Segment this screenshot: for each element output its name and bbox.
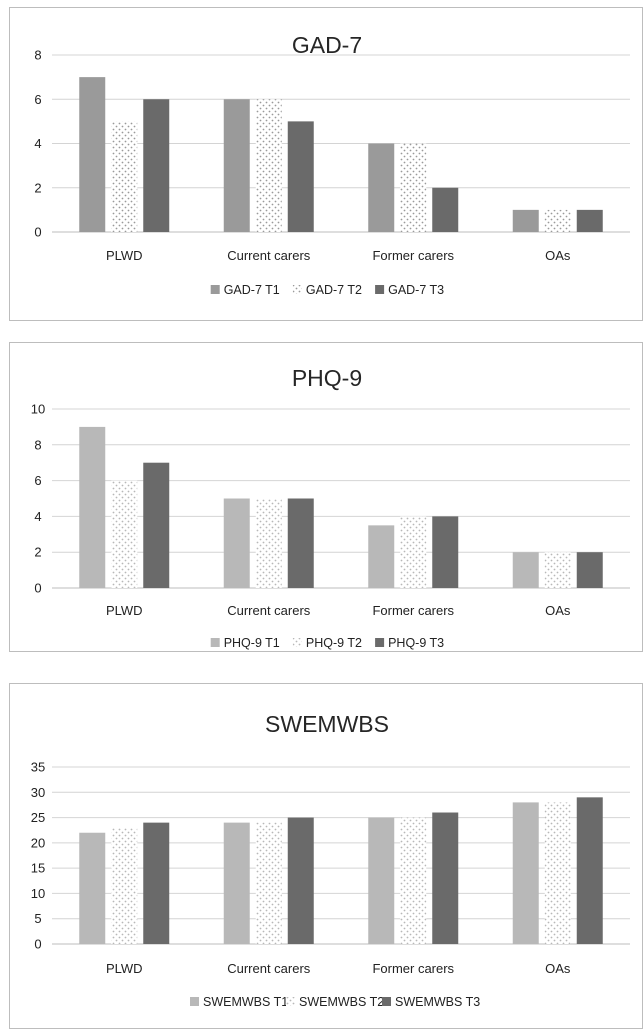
bar-3-0 <box>143 822 170 944</box>
y-tick-label: 10 <box>31 402 45 417</box>
y-tick-label: 2 <box>34 180 41 195</box>
gad7-chart: GAD-7 0 2 4 6 8 PLWD Current carers Former care… <box>34 32 630 297</box>
bar-3-0 <box>143 462 170 588</box>
legend-swatch <box>210 638 220 647</box>
legend-label: GAD-7 T1 <box>224 283 280 297</box>
bar-1-1 <box>223 822 250 944</box>
y-tick-label: 8 <box>34 48 41 63</box>
bar-2-2 <box>400 143 427 232</box>
bar-2-3 <box>544 209 571 232</box>
bar-3-3 <box>576 552 603 588</box>
legend-swatch <box>190 997 199 1006</box>
legend-swatch <box>292 285 302 294</box>
category-label: PLWD <box>106 603 143 618</box>
y-tick-label: 4 <box>34 509 41 524</box>
bar-2-0 <box>111 121 138 232</box>
y-tick-label: 30 <box>31 785 45 800</box>
category-label: PLWD <box>106 248 143 263</box>
y-tick-label: 6 <box>34 92 41 107</box>
legend-swatch <box>375 638 385 647</box>
category-label: OAs <box>545 961 571 976</box>
category-label: Former carers <box>372 961 454 976</box>
gad7-chart-panel: GAD-7 0 2 4 6 8 PLWD Current carers Former care… <box>9 7 643 321</box>
chart-title: SWEMWBS <box>265 711 389 737</box>
y-tick-label: 20 <box>31 835 45 850</box>
category-label: Current carers <box>227 961 311 976</box>
category-label: Current carers <box>227 248 311 263</box>
category-label: PLWD <box>106 961 143 976</box>
y-tick-label: 5 <box>34 911 41 926</box>
bar-1-0 <box>79 832 106 944</box>
bar-1-2 <box>368 143 395 232</box>
legend-swatch <box>286 997 295 1006</box>
bar-1-3 <box>512 552 539 588</box>
legend-label: SWEMWBS T1 <box>203 995 288 1009</box>
category-label: Former carers <box>372 603 454 618</box>
category-label: OAs <box>545 248 571 263</box>
bar-3-3 <box>576 797 603 944</box>
bar-3-2 <box>432 187 459 232</box>
bar-2-1 <box>255 99 282 232</box>
legend-label: PHQ-9 T3 <box>388 636 444 650</box>
bar-1-3 <box>512 802 539 944</box>
y-tick-label: 0 <box>34 937 41 952</box>
bar-1-1 <box>223 498 250 588</box>
legend-swatch <box>375 285 385 294</box>
y-tick-label: 35 <box>31 760 45 775</box>
bar-2-3 <box>544 552 571 588</box>
swemwbs-chart: SWEMWBS 0 5 10 15 20 25 30 35 PLWD Current carers… <box>31 711 630 1009</box>
bar-1-2 <box>368 817 395 944</box>
legend-label: GAD-7 T2 <box>306 283 362 297</box>
category-label: OAs <box>545 603 571 618</box>
phq9-chart-panel: PHQ-9 0 2 4 6 8 10 PLWD Current carers Former ca… <box>9 342 643 652</box>
bar-3-3 <box>576 209 603 232</box>
bar-2-2 <box>400 817 427 944</box>
bar-2-0 <box>111 480 138 588</box>
legend-label: SWEMWBS T3 <box>395 995 480 1009</box>
y-tick-label: 8 <box>34 437 41 452</box>
y-tick-label: 0 <box>34 225 41 240</box>
bar-1-2 <box>368 525 395 588</box>
bar-1-0 <box>79 426 106 588</box>
legend-label: SWEMWBS T2 <box>299 995 384 1009</box>
phq9-chart: PHQ-9 0 2 4 6 8 10 PLWD Current carers Former ca… <box>31 365 630 650</box>
legend-label: PHQ-9 T1 <box>224 636 280 650</box>
bar-1-3 <box>512 209 539 232</box>
bar-3-1 <box>287 121 314 232</box>
chart-title: GAD-7 <box>292 32 362 58</box>
y-tick-label: 2 <box>34 545 41 560</box>
bar-3-2 <box>432 516 459 588</box>
bar-1-0 <box>79 77 106 232</box>
bar-3-2 <box>432 812 459 944</box>
legend-swatch <box>292 638 302 647</box>
y-tick-label: 6 <box>34 473 41 488</box>
swemwbs-chart-panel: SWEMWBS 0 5 10 15 20 25 30 35 PLWD Current carers… <box>9 683 643 1029</box>
bar-3-1 <box>287 498 314 588</box>
bar-3-1 <box>287 817 314 944</box>
bar-2-0 <box>111 827 138 944</box>
y-tick-label: 4 <box>34 136 41 151</box>
chart-title: PHQ-9 <box>292 365 362 391</box>
y-tick-label: 25 <box>31 810 45 825</box>
bar-3-0 <box>143 99 170 232</box>
bar-2-2 <box>400 516 427 588</box>
legend-swatch <box>382 997 391 1006</box>
legend-label: PHQ-9 T2 <box>306 636 362 650</box>
bar-2-1 <box>255 498 282 588</box>
legend-swatch <box>210 285 220 294</box>
y-tick-label: 10 <box>31 886 45 901</box>
y-tick-label: 0 <box>34 581 41 596</box>
category-label: Former carers <box>372 248 454 263</box>
y-tick-label: 15 <box>31 861 45 876</box>
bar-2-1 <box>255 822 282 944</box>
legend-label: GAD-7 T3 <box>388 283 444 297</box>
bar-1-1 <box>223 99 250 232</box>
category-label: Current carers <box>227 603 311 618</box>
bar-2-3 <box>544 802 571 944</box>
